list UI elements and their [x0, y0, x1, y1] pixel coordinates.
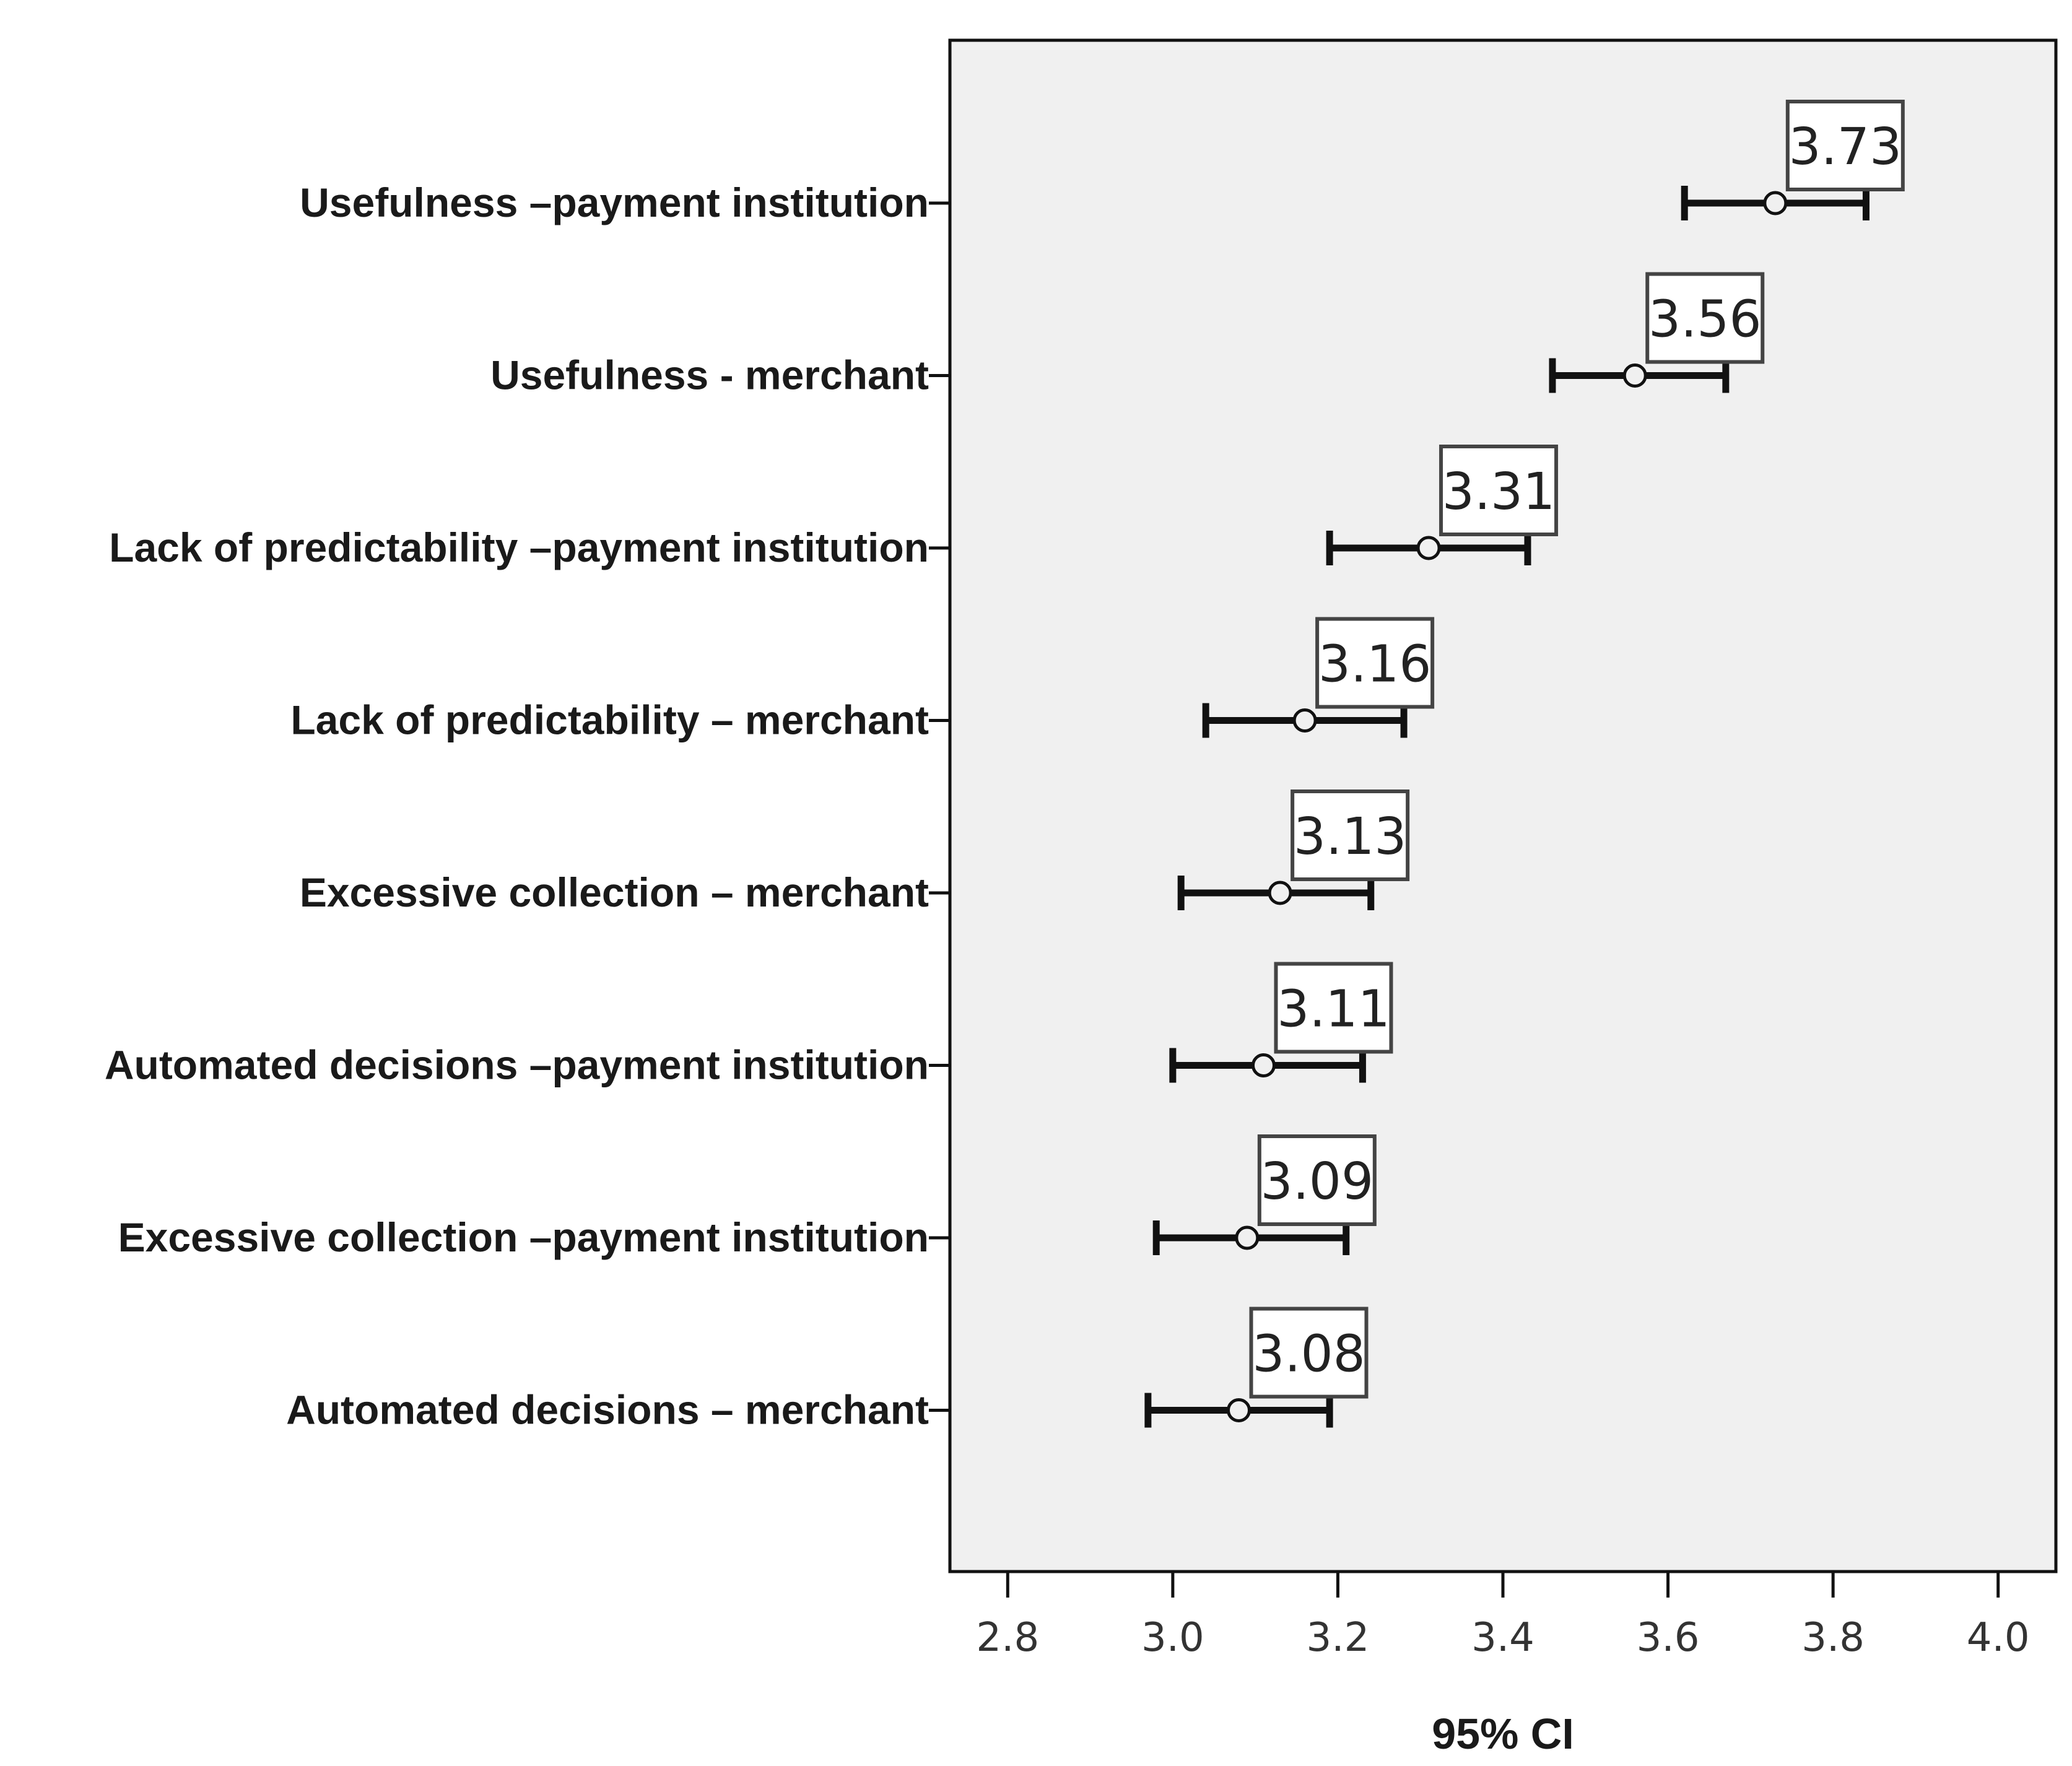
mean-point — [1235, 1225, 1260, 1250]
mean-point — [1416, 536, 1441, 560]
x-tick-label: 2.8 — [976, 1615, 1039, 1661]
value-label-box — [1257, 1134, 1377, 1226]
category-label: Excessive collection –payment institutio… — [118, 1214, 929, 1260]
x-axis: 2.8 3.0 3.2 3.4 3.6 3.8 4.0 — [976, 1572, 2030, 1661]
value-label-box — [1785, 100, 1905, 191]
value-label-box — [1274, 962, 1393, 1054]
category-label: Usefulness –payment institution — [300, 180, 929, 225]
value-label-box — [1315, 617, 1435, 709]
mean-point — [1251, 1053, 1276, 1077]
value-label: 3.11 — [1277, 980, 1390, 1039]
x-tick-label: 3.4 — [1471, 1615, 1534, 1661]
ci-series: 3.73 3.56 3.31 3.16 3.13 3.11 3.09 3.08 — [1144, 100, 1905, 1428]
value-label: 3.73 — [1789, 118, 1902, 176]
value-label: 3.56 — [1648, 290, 1762, 349]
category-label: Automated decisions – merchant — [286, 1387, 929, 1433]
value-label-box — [1645, 272, 1765, 364]
mean-point — [1622, 363, 1647, 388]
value-label: 3.13 — [1294, 807, 1407, 866]
x-tick-label: 4.0 — [1967, 1615, 2030, 1661]
mean-point — [1763, 191, 1788, 215]
value-label-box — [1291, 789, 1410, 881]
x-tick-label: 3.0 — [1141, 1615, 1204, 1661]
category-label: Usefulness - merchant — [490, 352, 929, 398]
mean-point — [1292, 708, 1317, 733]
value-label: 3.31 — [1442, 463, 1556, 521]
value-label: 3.08 — [1252, 1325, 1365, 1384]
x-tick-label: 3.6 — [1637, 1615, 1700, 1661]
category-label: Lack of predictability – merchant — [290, 697, 929, 743]
x-axis-title: 95% CI — [1432, 1710, 1574, 1758]
value-label: 3.16 — [1318, 635, 1432, 694]
x-tick-label: 3.2 — [1307, 1615, 1370, 1661]
value-label-box — [1249, 1307, 1369, 1399]
y-axis: Usefulness –payment institution Usefulnes… — [105, 180, 950, 1433]
mean-point — [1226, 1398, 1251, 1422]
mean-point — [1268, 881, 1292, 905]
plot-area — [948, 38, 2058, 1573]
category-label: Automated decisions –payment institution — [105, 1042, 929, 1088]
category-label: Lack of predictability –payment institut… — [109, 524, 929, 570]
x-tick-label: 3.8 — [1801, 1615, 1865, 1661]
category-label: Excessive collection – merchant — [300, 869, 929, 915]
value-label: 3.09 — [1261, 1152, 1374, 1211]
value-label-box — [1439, 445, 1559, 536]
